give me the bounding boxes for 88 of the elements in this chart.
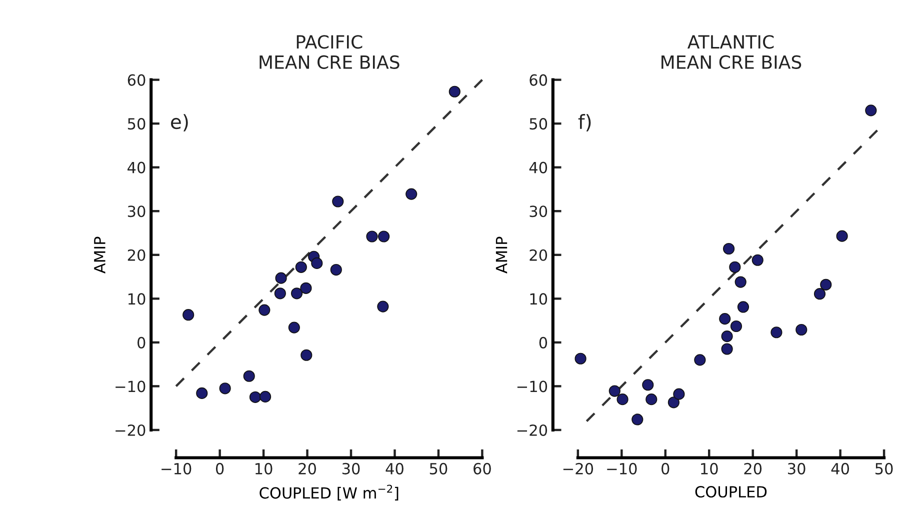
x-tick-label: 10 xyxy=(256,462,272,474)
chart-title: PACIFIC MEAN CRE BIAS xyxy=(260,35,400,69)
x-tick-label: 60 xyxy=(474,462,491,474)
y-tick-label: −20 xyxy=(517,424,548,436)
point xyxy=(249,391,262,403)
point xyxy=(734,276,746,288)
point xyxy=(642,379,654,391)
point xyxy=(730,320,742,332)
x-tick-label: 30 xyxy=(788,462,806,474)
point xyxy=(737,301,750,313)
y-tick-label: 30 xyxy=(128,206,146,218)
y-tick-label: 60 xyxy=(530,74,548,86)
y-tick-label: 20 xyxy=(530,249,548,261)
chart-title: ATLANTIC MEAN CRE BIAS xyxy=(662,35,802,69)
y-tick-label: −20 xyxy=(116,424,146,436)
x-tick-label: 10 xyxy=(701,462,718,474)
y-tick-label: −10 xyxy=(116,380,146,392)
point xyxy=(300,282,312,294)
y-tick-label: 10 xyxy=(530,293,548,305)
y-tick-label: 30 xyxy=(530,206,548,218)
point xyxy=(719,312,731,325)
y-tick-label: 40 xyxy=(128,162,146,174)
point xyxy=(290,288,303,300)
point xyxy=(616,394,628,406)
y-tick-label: −10 xyxy=(517,380,548,392)
point xyxy=(288,322,300,334)
x-tick-label: 20 xyxy=(744,462,762,474)
point xyxy=(721,330,733,342)
point xyxy=(721,343,733,355)
point xyxy=(752,254,764,266)
point xyxy=(796,324,808,336)
point xyxy=(259,390,272,403)
x-tick-label: 0 xyxy=(216,462,224,474)
point xyxy=(770,326,782,338)
point xyxy=(182,309,194,321)
annotation: f) xyxy=(578,114,591,132)
y-axis-title: AMIP xyxy=(94,236,106,274)
point xyxy=(632,414,644,426)
annotation: e) xyxy=(171,114,188,132)
point xyxy=(836,230,848,242)
y-tick-label: 10 xyxy=(128,293,146,305)
x-tick-label: 50 xyxy=(875,462,893,474)
point xyxy=(608,385,620,397)
x-axis-title: COUPLED xyxy=(695,486,767,498)
point xyxy=(814,288,826,300)
x-tick-label: 50 xyxy=(430,462,448,474)
point xyxy=(219,382,231,394)
x-tick-label: 40 xyxy=(831,462,850,474)
point xyxy=(196,387,208,400)
x-tick-label: −10 xyxy=(162,462,192,474)
x-tick-label: 20 xyxy=(298,462,316,474)
x-tick-label: −20 xyxy=(563,462,594,474)
x-tick-label: 40 xyxy=(386,462,404,474)
point xyxy=(295,261,307,273)
point xyxy=(300,349,312,361)
y-tick-label: 50 xyxy=(530,118,548,130)
x-tick-label: 30 xyxy=(342,462,360,474)
point xyxy=(311,257,323,270)
point xyxy=(275,272,287,284)
point xyxy=(258,304,270,316)
y-tick-label: 50 xyxy=(128,118,146,130)
y-tick-label: 20 xyxy=(128,249,146,261)
y-tick-label: 60 xyxy=(128,74,146,86)
point xyxy=(366,230,378,242)
y-tick-label: 40 xyxy=(529,162,548,174)
point xyxy=(694,354,706,366)
point xyxy=(378,230,390,242)
point xyxy=(332,196,344,208)
x-tick-label: −10 xyxy=(607,462,637,474)
point xyxy=(448,86,460,98)
point xyxy=(722,242,735,255)
point xyxy=(668,396,680,408)
y-axis-title: AMIP xyxy=(496,236,508,274)
point xyxy=(243,370,255,382)
y-tick-label: 0 xyxy=(138,336,146,348)
point xyxy=(274,288,286,300)
point xyxy=(673,388,685,400)
y-tick-label: 0 xyxy=(539,336,548,348)
point xyxy=(574,352,586,364)
point xyxy=(729,261,741,273)
point xyxy=(646,394,658,406)
point xyxy=(820,278,832,290)
x-axis-title: COUPLED [W m$^{−2}$] xyxy=(260,484,398,500)
point xyxy=(406,188,418,200)
point xyxy=(865,104,877,116)
x-tick-label: 0 xyxy=(662,462,670,474)
point xyxy=(377,300,389,312)
point xyxy=(330,264,342,276)
